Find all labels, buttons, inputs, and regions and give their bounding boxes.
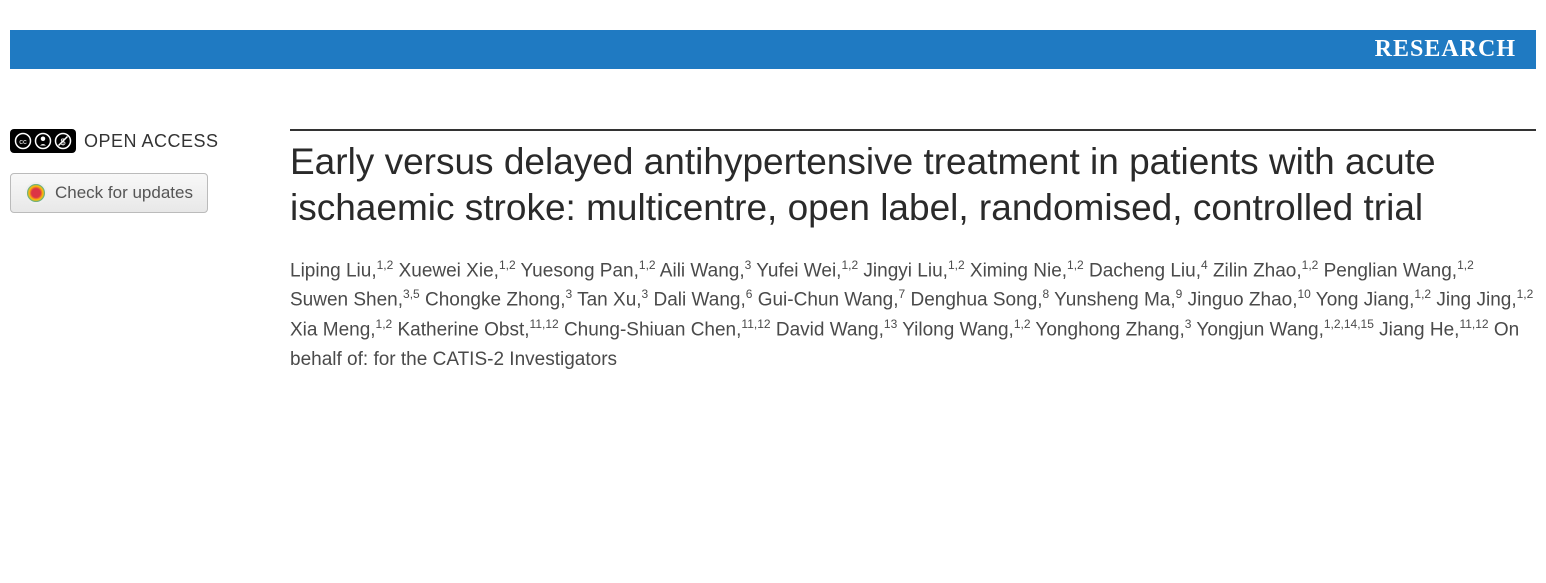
content-wrapper: cc $ OPEN ACCESS Check for updates Early… [0,129,1546,374]
article-main: Early versus delayed antihypertensive tr… [290,129,1536,374]
check-for-updates-button[interactable]: Check for updates [10,173,208,213]
author-list: Liping Liu,1,2 Xuewei Xie,1,2 Yuesong Pa… [290,256,1536,375]
svg-text:cc: cc [19,137,27,146]
check-updates-label: Check for updates [55,183,193,203]
cc-license-icon: cc $ [10,129,76,153]
banner-label: RESEARCH [1375,36,1516,62]
open-access-badge: cc $ OPEN ACCESS [10,129,270,153]
research-banner: RESEARCH [10,30,1536,69]
article-title: Early versus delayed antihypertensive tr… [290,139,1536,232]
sidebar: cc $ OPEN ACCESS Check for updates [10,129,290,374]
open-access-label: OPEN ACCESS [84,131,219,152]
crossmark-icon [25,182,47,204]
